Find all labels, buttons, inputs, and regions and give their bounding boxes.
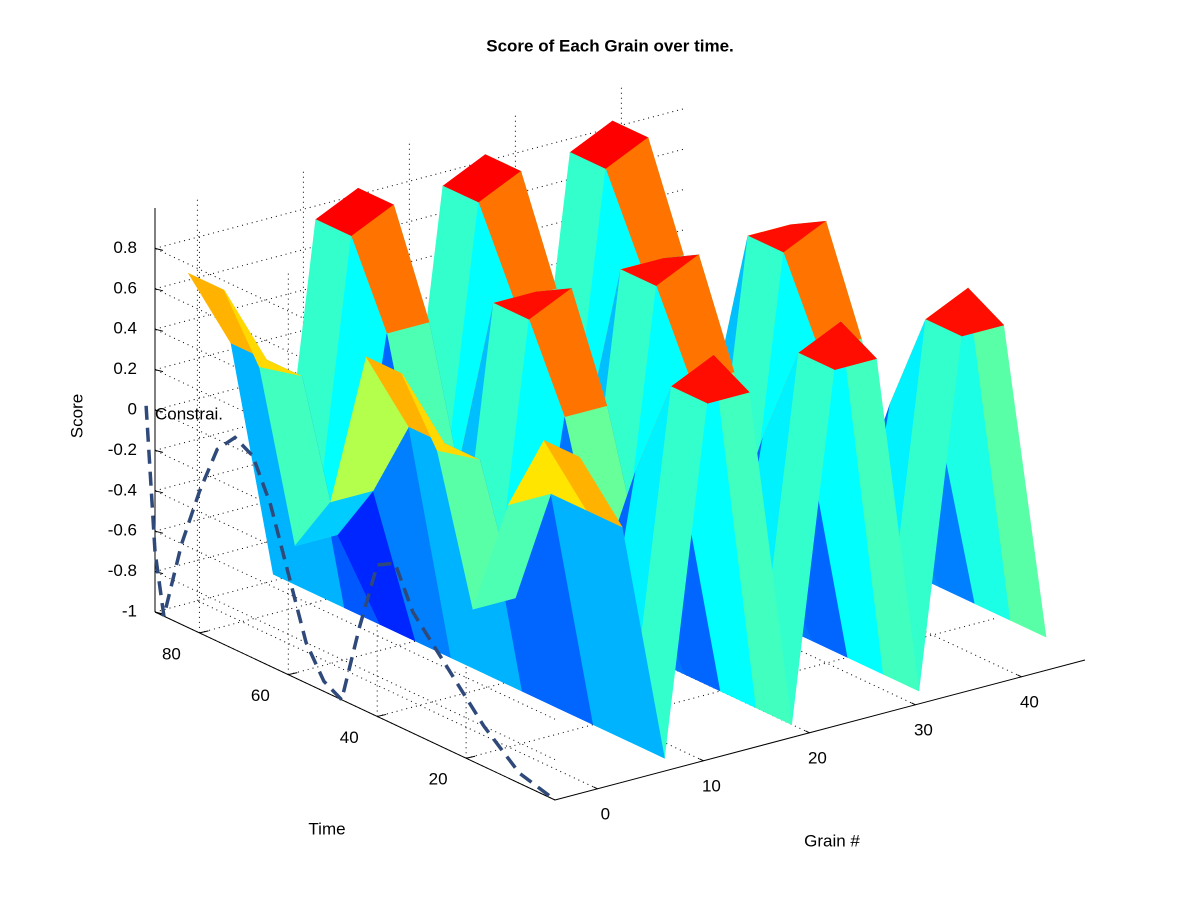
z-tick-label: 0.4 (113, 319, 137, 338)
tick-mark (154, 611, 164, 615)
surface-patch (543, 439, 623, 528)
tick-mark (466, 755, 476, 759)
z-tick-label: -0.8 (108, 561, 137, 580)
y-axis-label: Time (308, 819, 345, 838)
x-tick-label: 30 (914, 720, 933, 739)
tick-mark (699, 758, 704, 762)
y-tick-label: 20 (429, 770, 448, 789)
tick-mark (154, 530, 164, 534)
tick-mark (1017, 674, 1022, 678)
chart-title: Score of Each Grain over time. (486, 36, 734, 55)
tick-mark (154, 247, 164, 251)
z-tick-label: 0.8 (113, 238, 137, 257)
z-tick-label: 0 (128, 399, 137, 418)
grid-line (197, 600, 598, 790)
y-tick-label: 80 (162, 644, 181, 663)
tick-mark (154, 409, 164, 413)
tick-mark (154, 490, 164, 494)
tick-mark (288, 672, 298, 676)
tick-mark (377, 713, 387, 717)
y-tick-label: 40 (340, 728, 359, 747)
z-tick-label: -0.6 (108, 521, 137, 540)
annotation: Constrai. (155, 404, 223, 423)
x-tick-label: 0 (601, 804, 610, 823)
z-tick-label: -0.2 (108, 440, 137, 459)
x-tick-label: 20 (808, 748, 827, 767)
x-tick-label: 40 (1020, 692, 1039, 711)
tick-mark (593, 786, 598, 790)
tick-mark (154, 288, 164, 292)
z-tick-label: -1 (122, 601, 137, 620)
z-tick-label: 0.2 (113, 359, 137, 378)
x-axis (554, 659, 1086, 801)
tick-mark (805, 730, 810, 734)
z-axis-label: Score (67, 394, 86, 438)
constraint-line (144, 405, 557, 802)
x-axis-label: Grain # (804, 831, 860, 850)
y-axis (154, 611, 556, 801)
tick-mark (154, 449, 164, 453)
tick-mark (154, 328, 164, 332)
z-tick-label: 0.6 (113, 278, 137, 297)
tick-mark (199, 630, 209, 634)
grid-line (154, 571, 556, 761)
tick-mark (911, 702, 916, 706)
tick-mark (154, 369, 164, 373)
y-tick-label: 60 (251, 686, 270, 705)
x-tick-label: 10 (702, 776, 721, 795)
grid-line (154, 530, 556, 720)
z-tick-label: -0.4 (108, 480, 137, 499)
